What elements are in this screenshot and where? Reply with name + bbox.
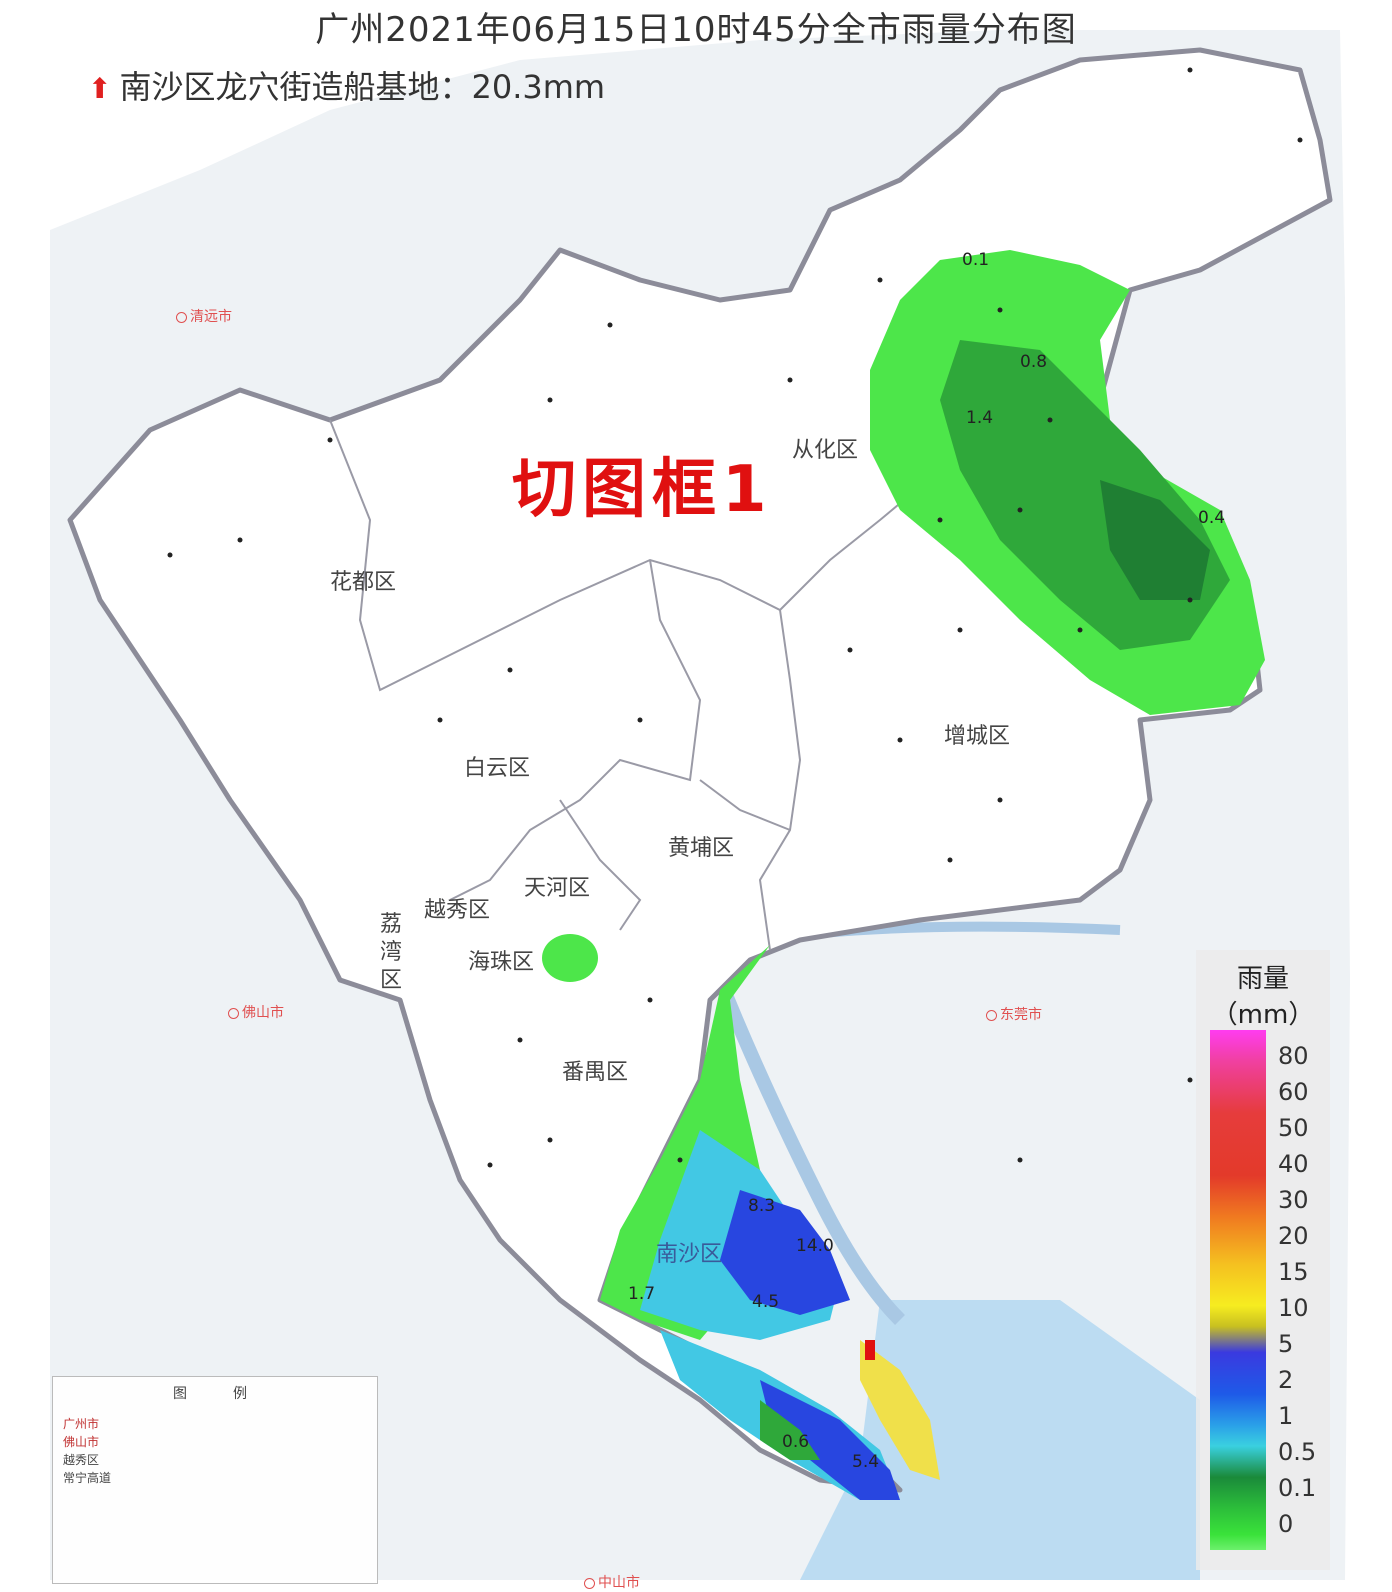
- map-title: 广州2021年06月15日10时45分全市雨量分布图: [315, 10, 1077, 50]
- map-legend-row: 越秀区: [63, 1453, 100, 1467]
- city-dot-icon: [986, 1009, 997, 1021]
- rain-value: 4.5: [752, 1292, 780, 1312]
- rain-value: 5.4: [852, 1452, 880, 1472]
- rain-value: 1.4: [966, 408, 994, 428]
- legend-tick: 1: [1278, 1402, 1294, 1430]
- city-dot-icon: [228, 1007, 239, 1019]
- legend-tick: 15: [1278, 1258, 1309, 1286]
- map-legend-row: 常宁高道: [63, 1471, 112, 1485]
- rain-area-northeast-darkcore: [1100, 480, 1210, 600]
- crop-frame-marker: [865, 1340, 875, 1360]
- rain-area-south-tip: [760, 1400, 820, 1460]
- max-station-line: ⬆ 南沙区龙穴街造船基地：20.3mm: [88, 62, 605, 108]
- city-zhongshan: 中山市: [584, 1572, 640, 1592]
- rain-area-south-lower-blue: [760, 1380, 900, 1500]
- legend-tick: 0.5: [1278, 1438, 1317, 1466]
- city-dot-icon: [584, 1577, 595, 1589]
- rain-value: 0.6: [782, 1432, 810, 1452]
- legend-tick: 60: [1278, 1078, 1309, 1106]
- rain-value: 14.0: [796, 1236, 834, 1256]
- legend-tick: 10: [1278, 1294, 1309, 1322]
- river-estuary: [713, 977, 905, 1325]
- district-tianhe: 天河区: [524, 876, 591, 901]
- map-legend-header-2: 例: [233, 1386, 247, 1402]
- crop-frame-label: 切图框1: [512, 453, 773, 527]
- rain-value: 8.3: [748, 1196, 776, 1216]
- district-yuexiu: 越秀区: [424, 898, 491, 923]
- district-liwan-1: 荔: [380, 912, 403, 937]
- legend-tick: 50: [1278, 1114, 1309, 1142]
- map-legend-row: 佛山市: [63, 1435, 100, 1449]
- district-borders: [329, 419, 941, 951]
- rain-value: 0.1: [962, 250, 990, 270]
- station-dots: [167, 67, 1303, 1168]
- district-nansha: 南沙区: [656, 1242, 723, 1267]
- city-qingyuan: 清远市: [176, 306, 232, 326]
- legend-tick: 5: [1278, 1330, 1294, 1358]
- map-legend-row: 广州市: [63, 1417, 100, 1431]
- rainfall-legend: 雨量 （mm） 80 60 50 40 30 20 15 10 5 2 1 0.…: [1196, 950, 1330, 1570]
- city-dongguan: 东莞市: [986, 1004, 1042, 1024]
- up-arrow-icon: ⬆: [88, 72, 112, 105]
- rain-value: 0.4: [1198, 508, 1226, 528]
- district-conghua: 从化区: [792, 438, 859, 463]
- legend-color-bar: [1210, 1030, 1266, 1550]
- district-huadu: 花都区: [330, 570, 397, 595]
- city-foshan: 佛山市: [228, 1002, 284, 1022]
- district-liwan-3: 区: [380, 968, 403, 993]
- map-legend-header-1: 图: [173, 1386, 187, 1402]
- district-baiyun: 白云区: [464, 756, 531, 781]
- rain-area-south-yellow: [860, 1340, 940, 1480]
- legend-unit: （mm）: [1211, 1000, 1315, 1030]
- district-huangpu: 黄埔区: [668, 836, 735, 861]
- legend-tick: 40: [1278, 1150, 1309, 1178]
- rain-area-haizhu: [542, 934, 598, 982]
- district-zengcheng: 增城区: [944, 724, 1011, 749]
- rain-area-south-blue: [720, 1190, 850, 1315]
- rain-value: 1.7: [628, 1284, 656, 1304]
- legend-tick: 2: [1278, 1366, 1294, 1394]
- legend-tick: 20: [1278, 1222, 1309, 1250]
- district-panyu: 番禺区: [562, 1060, 629, 1085]
- rain-value: 0.8: [1020, 352, 1048, 372]
- legend-tick: 80: [1278, 1042, 1309, 1070]
- legend-tick: 0: [1278, 1510, 1294, 1538]
- map-symbol-legend: 图 例 广州市 佛山市 越秀区 常宁高道: [52, 1376, 378, 1584]
- legend-tick: 0.1: [1278, 1474, 1317, 1502]
- district-liwan-2: 湾: [380, 940, 403, 965]
- city-dot-icon: [176, 311, 187, 323]
- district-haizhu: 海珠区: [468, 950, 535, 975]
- max-station-label: 南沙区龙穴街造船基地：20.3mm: [119, 68, 606, 106]
- legend-tick: 30: [1278, 1186, 1309, 1214]
- legend-title: 雨量: [1236, 964, 1289, 994]
